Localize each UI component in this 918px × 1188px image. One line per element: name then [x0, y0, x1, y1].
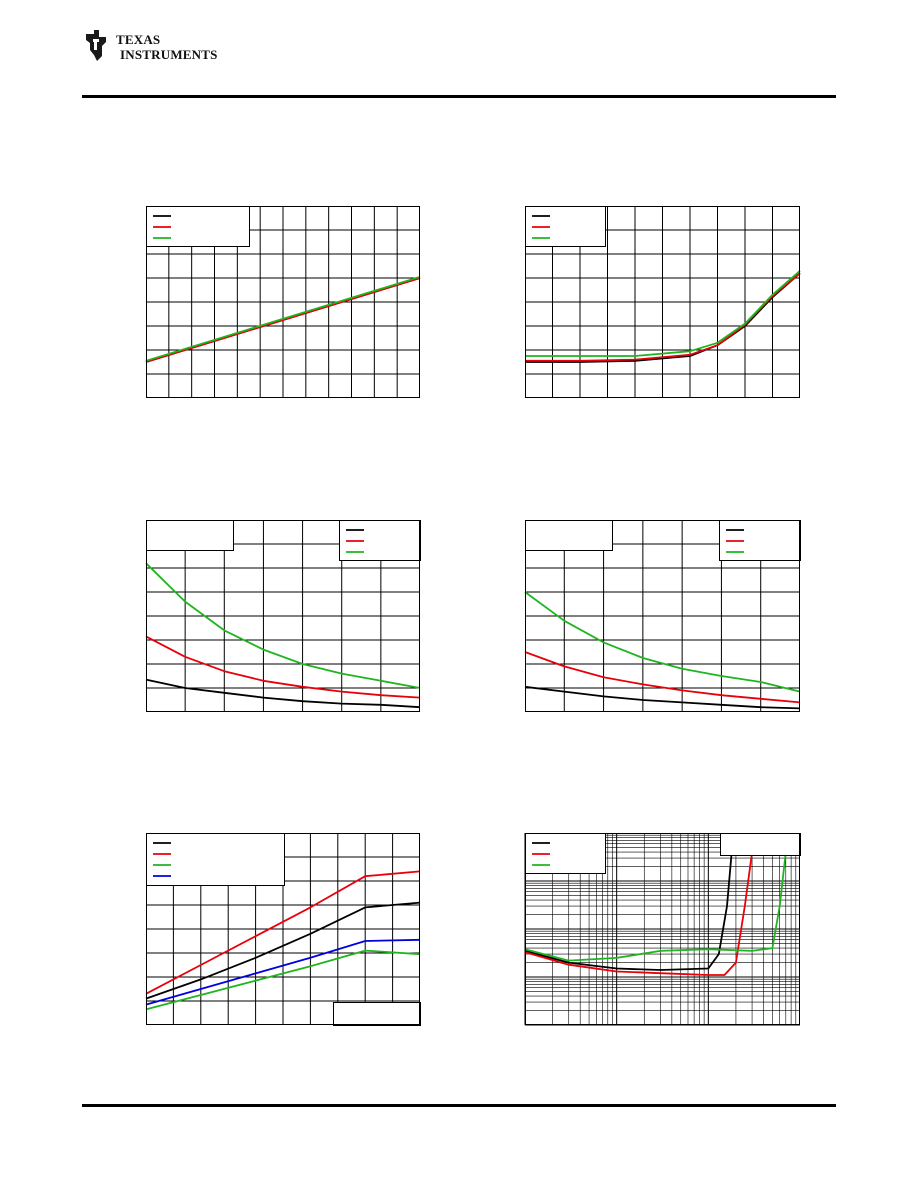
grid — [524, 833, 800, 1026]
chart-1 — [145, 206, 421, 398]
legend — [146, 206, 250, 247]
legend — [339, 520, 421, 561]
series-line-blue — [145, 938, 421, 1006]
footer-rule — [82, 1104, 836, 1107]
series-line-red — [145, 870, 421, 995]
legend-box — [146, 833, 285, 886]
header-rule — [82, 95, 836, 98]
brand-wordmark: TEXAS INSTRUMENTS — [116, 33, 218, 61]
series-line-black — [524, 685, 801, 710]
series-line-green — [145, 562, 421, 689]
legend — [525, 206, 606, 247]
series-line-green — [524, 851, 787, 962]
series-line-green — [524, 591, 801, 693]
series-line-black — [145, 678, 421, 709]
plot-frame — [525, 520, 800, 712]
annotation-box — [146, 520, 234, 551]
series-line-red — [524, 851, 753, 976]
plot-frame — [525, 833, 800, 1025]
plot-frame — [525, 206, 800, 398]
chart-5 — [145, 833, 421, 1026]
series-line-green — [145, 275, 421, 362]
ti-logo: TEXAS INSTRUMENTS — [80, 28, 230, 64]
series-line-red — [524, 651, 801, 704]
annotation-box — [525, 520, 613, 551]
series-line-black — [524, 852, 733, 971]
legend — [146, 833, 285, 886]
series-line-green — [145, 949, 421, 1011]
series-line-red — [145, 635, 421, 699]
annotation-box — [333, 1002, 421, 1026]
chart-3 — [145, 520, 421, 712]
brand-line-1: TEXAS — [116, 32, 161, 47]
chart-2 — [525, 206, 801, 398]
chart-4 — [524, 520, 801, 712]
chart-6 — [524, 833, 801, 1026]
brand-line-2: INSTRUMENTS — [120, 47, 218, 62]
annotation-box — [720, 833, 801, 856]
series-line-red — [145, 277, 421, 363]
legend — [719, 520, 801, 561]
plot-frame — [146, 520, 420, 712]
plot-frame — [146, 833, 420, 1025]
series-line-green — [525, 270, 801, 357]
legend-box — [525, 833, 606, 874]
plot-frame — [146, 206, 420, 398]
legend — [525, 833, 606, 874]
ti-state-icon — [86, 30, 106, 61]
series-line-black — [145, 901, 421, 1000]
